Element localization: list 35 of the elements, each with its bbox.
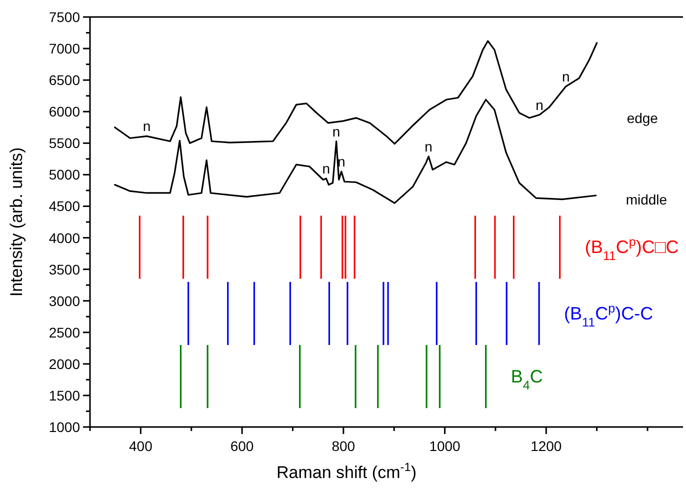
y-tick-label: 6000 xyxy=(48,104,80,120)
line-series xyxy=(114,98,597,204)
y-tick-label: 1000 xyxy=(48,419,80,435)
y-tick-label: 5500 xyxy=(48,135,80,152)
y-tick-label: 3500 xyxy=(48,261,80,278)
annotation: n xyxy=(337,154,346,170)
y-tick-label: 4000 xyxy=(48,230,80,246)
y-tick-label: 2500 xyxy=(48,324,80,340)
series-label: (B$_{11}$C$^{p}$)C□C xyxy=(584,235,679,264)
y-tick-label: 7500 xyxy=(48,9,80,25)
series-label: (B$_{11}$C$^{p}$)C-C xyxy=(564,301,654,330)
x-tick-label: 800 xyxy=(332,438,356,454)
text: edge xyxy=(626,110,658,126)
text: middle xyxy=(626,191,668,208)
y-tick-label: 5000 xyxy=(48,166,80,183)
y-tick-label: 2000 xyxy=(48,356,80,372)
x-axis-title: Raman shift (cm$^{-1}$) xyxy=(276,460,416,482)
series-label: B$_{4}$C xyxy=(510,366,543,393)
x-tick-label: 400 xyxy=(129,438,153,454)
y-tick-label: 4500 xyxy=(48,198,80,214)
annotation: n xyxy=(424,138,432,154)
line-series xyxy=(114,40,598,145)
annotation: n xyxy=(562,68,570,84)
annotation: n xyxy=(322,160,330,176)
annotation: n xyxy=(536,96,544,113)
x-tick-label: 1200 xyxy=(530,438,562,454)
y-tick-label: 1500 xyxy=(48,387,80,404)
annotation: n xyxy=(142,118,151,134)
y-axis-title: Intensity (arb. units) xyxy=(7,147,26,297)
annotation: n xyxy=(332,123,340,140)
y-tick-label: 6500 xyxy=(48,72,80,88)
y-tick-label: 3000 xyxy=(48,292,80,309)
x-tick-label: 600 xyxy=(230,438,254,454)
x-tick-label: 1000 xyxy=(429,438,461,454)
y-tick-label: 7000 xyxy=(48,40,80,57)
